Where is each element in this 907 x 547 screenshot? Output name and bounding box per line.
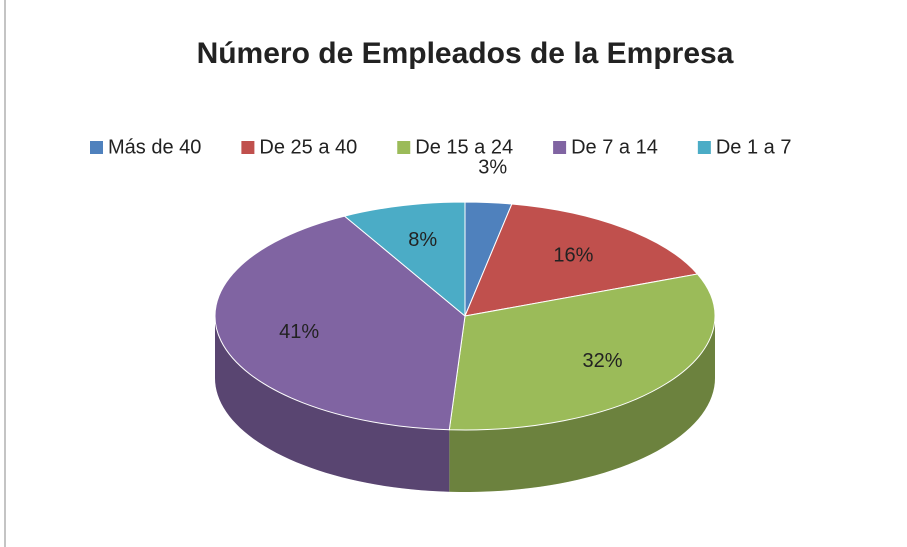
pie-slice	[464, 203, 699, 317]
legend-label: Más de 40	[108, 136, 201, 158]
chart-frame	[4, 0, 6, 547]
data-label: 8%	[408, 229, 437, 251]
pie-slice	[343, 201, 466, 318]
data-label: 41%	[279, 321, 319, 343]
pie-slice	[214, 215, 466, 431]
pie-side-shade	[215, 316, 450, 492]
legend-swatch	[90, 141, 103, 154]
legend-label: De 25 a 40	[259, 136, 357, 158]
legend-label: De 7 a 14	[571, 136, 658, 158]
pie-side-shade	[449, 316, 715, 492]
pie-slice	[448, 273, 716, 431]
data-label: 16%	[553, 245, 593, 267]
legend-swatch	[553, 141, 567, 154]
chart-title: Número de Empleados de la Empresa	[197, 37, 734, 70]
pie-side	[215, 316, 450, 492]
pie-side	[449, 316, 715, 492]
legend-swatch	[697, 141, 711, 154]
legend-swatch	[241, 141, 255, 154]
legend-swatch	[397, 141, 411, 154]
legend-label: De 15 a 24	[415, 136, 513, 158]
legend-label: De 1 a 7	[716, 136, 792, 158]
data-label: 3%	[478, 156, 507, 178]
data-label: 32%	[583, 350, 623, 372]
